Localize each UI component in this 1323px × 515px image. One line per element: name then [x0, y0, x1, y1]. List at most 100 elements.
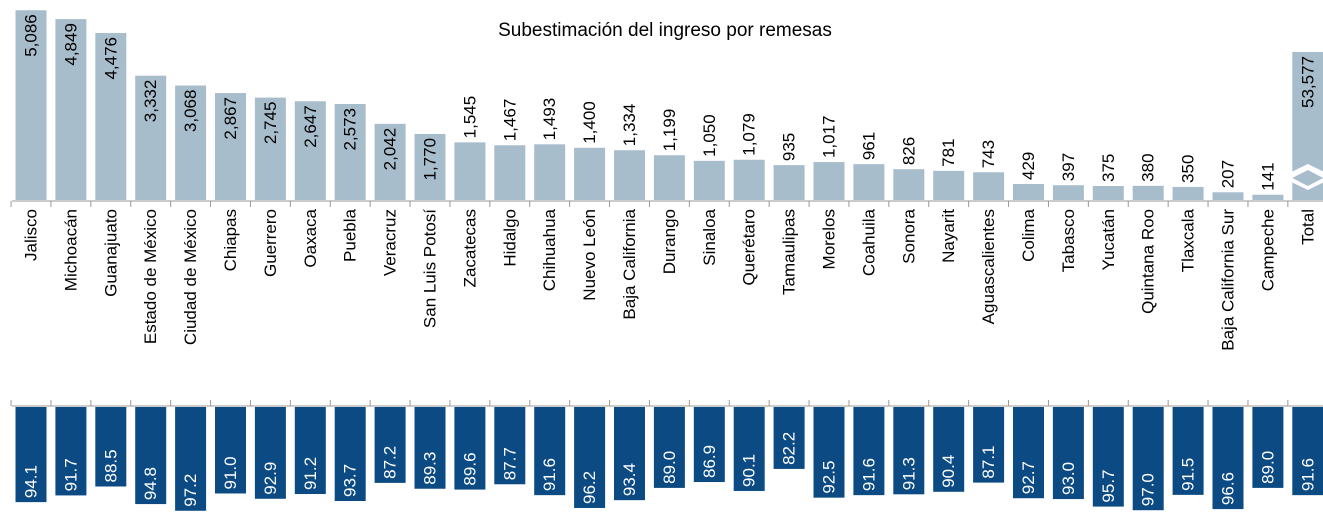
- bar: [534, 144, 566, 200]
- value-label: 935: [780, 133, 799, 161]
- bar: [1132, 407, 1164, 511]
- bar: [973, 172, 1005, 200]
- x-tick-label: Quintana Roo: [1139, 209, 1158, 314]
- value-label: 1,199: [660, 109, 679, 152]
- x-tick-label: Durango: [660, 209, 679, 274]
- x-tick-label: Estado de México: [141, 209, 160, 344]
- x-tick-label: Campeche: [1258, 209, 1277, 291]
- x-tick-label: Aguascalientes: [979, 209, 998, 324]
- bar: [414, 133, 446, 200]
- bar: [1212, 407, 1244, 510]
- bar: [1052, 185, 1084, 200]
- value-label: 86.9: [700, 445, 719, 478]
- x-tick-label: Total: [1298, 209, 1317, 245]
- value-label: 89.3: [421, 452, 440, 485]
- value-label: 1,493: [540, 98, 559, 141]
- bar: [653, 407, 685, 488]
- value-label: 89.0: [1258, 451, 1277, 484]
- bar: [55, 407, 87, 496]
- bar: [773, 165, 805, 200]
- x-tick-label: Puebla: [341, 208, 360, 261]
- value-label: 1,545: [460, 96, 479, 139]
- value-label: 1,050: [700, 114, 719, 157]
- value-label: 90.4: [939, 455, 958, 488]
- value-label: 375: [1099, 154, 1118, 182]
- value-label: 2,867: [221, 97, 240, 140]
- bar: [454, 142, 486, 200]
- bar: [135, 407, 167, 505]
- bar: [653, 155, 685, 200]
- bar: [1172, 407, 1204, 495]
- bar: [853, 164, 885, 200]
- bar: [1013, 183, 1044, 200]
- x-tick-label: Tabasco: [1059, 209, 1078, 272]
- value-label: 2,647: [301, 105, 320, 148]
- value-label: 96.2: [580, 471, 599, 504]
- value-label: 92.5: [820, 461, 839, 494]
- value-label: 89.0: [660, 451, 679, 484]
- x-tick-label: Baja California Sur: [1219, 209, 1238, 351]
- x-tick-label: Chihuahua: [540, 208, 559, 291]
- bar: [1132, 185, 1164, 200]
- value-label: 91.2: [301, 457, 320, 490]
- bar: [1252, 407, 1284, 488]
- x-tick-label: Oaxaca: [301, 208, 320, 267]
- value-label: 91.3: [899, 457, 918, 490]
- bar: [1212, 192, 1244, 200]
- value-label: 4,849: [61, 23, 80, 66]
- value-label: 96.6: [1219, 472, 1238, 505]
- bar: [893, 407, 925, 495]
- value-label: 743: [979, 140, 998, 168]
- bar: [175, 407, 207, 511]
- value-label: 87.1: [979, 446, 998, 479]
- value-label: 89.6: [460, 452, 479, 485]
- value-label: 93.4: [620, 463, 639, 496]
- chart-title: Subestimación del ingreso por remesas: [498, 20, 832, 41]
- x-tick-label: Michoacán: [61, 209, 80, 291]
- value-label: 3,068: [181, 90, 200, 133]
- value-label: 88.5: [101, 449, 120, 482]
- bar: [55, 19, 87, 200]
- bar: [494, 145, 526, 200]
- value-label: 1,079: [740, 113, 759, 156]
- value-label: 961: [859, 132, 878, 160]
- value-label: 1,400: [580, 101, 599, 144]
- value-label: 92.9: [261, 462, 280, 495]
- bar: [95, 407, 127, 487]
- value-label: 53,577: [1298, 56, 1317, 108]
- value-label: 91.6: [859, 458, 878, 491]
- bar: [215, 93, 246, 200]
- x-tick-label: Zacatecas: [460, 209, 479, 287]
- bar: [534, 407, 566, 496]
- x-tick-label: Colima: [1019, 208, 1038, 261]
- value-label: 87.7: [500, 447, 519, 480]
- value-label: 97.0: [1139, 473, 1158, 506]
- value-label: 87.2: [381, 446, 400, 479]
- x-tick-label: Coahuila: [859, 208, 878, 276]
- value-label: 2,042: [381, 128, 400, 171]
- bar: [254, 407, 286, 499]
- x-tick-label: Tamaulipas: [780, 209, 799, 295]
- bar: [893, 169, 925, 200]
- bar: [135, 75, 167, 200]
- bar: [454, 407, 486, 490]
- value-label: 141: [1258, 162, 1277, 190]
- x-tick-label: Jalisco: [22, 209, 41, 261]
- value-label: 94.1: [22, 465, 41, 498]
- x-tick-label: Hidalgo: [500, 209, 519, 267]
- bar: [973, 407, 1005, 483]
- bar: [1252, 194, 1284, 200]
- bar: [813, 407, 845, 498]
- value-label: 781: [939, 138, 958, 166]
- x-tick-label: Chiapas: [221, 209, 240, 271]
- x-tick-label: Sinaloa: [700, 208, 719, 265]
- x-tick-label: Tlaxcala: [1179, 208, 1198, 272]
- x-tick-label: Nayarit: [939, 209, 958, 263]
- value-label: 5,086: [22, 14, 41, 57]
- value-label: 380: [1139, 153, 1158, 181]
- bar: [254, 97, 286, 200]
- bar: [374, 123, 406, 200]
- value-label: 91.6: [540, 458, 559, 491]
- bar: [414, 407, 446, 489]
